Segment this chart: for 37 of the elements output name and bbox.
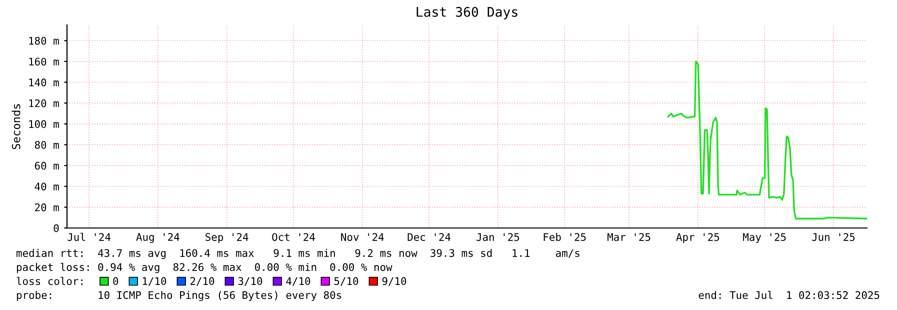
x-tick-label: Dec '24 bbox=[408, 233, 450, 241]
x-tick-label: Apr '25 bbox=[676, 233, 720, 243]
text: packet loss: 0.94 % avg 82.26 % max 0.00 % min 0.00 % now bbox=[16, 262, 392, 274]
y-tick-label: 120 m bbox=[29, 99, 59, 108]
x-tick-label: Feb '25 bbox=[544, 232, 586, 241]
legend-title: loss color: bbox=[16, 276, 82, 286]
legend-label: 2/10 bbox=[190, 277, 214, 286]
legend-label: 3/10 bbox=[238, 277, 262, 286]
x-tick-label: Oct '24 bbox=[272, 233, 315, 241]
y-tick-label: 60 m bbox=[34, 162, 59, 170]
line-series bbox=[667, 60, 867, 220]
x-tick-label: Jan '25 bbox=[476, 233, 520, 241]
legend-label: 4/10 bbox=[286, 277, 310, 286]
y-tick-label: 160 m bbox=[29, 58, 59, 66]
legend-label: 5/10 bbox=[334, 277, 358, 286]
text: probe: 10 ICMP Echo Pings (56 Bytes) every 80s bbox=[16, 290, 342, 302]
text: end: Tue Jul 1 02:03:52 2025 bbox=[698, 290, 880, 300]
x-tick-label: May '25 bbox=[743, 233, 786, 243]
x-tick-label: Aug '24 bbox=[136, 233, 180, 243]
x-tick-label: Jun '25 bbox=[812, 233, 855, 241]
x-tick-label: Jul '24 bbox=[68, 232, 110, 241]
chart-title: Last 360 Days bbox=[416, 6, 518, 20]
legend-label: 9/10 bbox=[382, 277, 406, 286]
legend-label: 1/10 bbox=[142, 277, 166, 286]
text: median rtt: 43.7 ms avg 160.4 ms max 9.1 ms min 9.2 ms now 39.3 ms sd 1.1 am/s bbox=[16, 248, 580, 260]
x-tick-label: Mar '25 bbox=[608, 233, 650, 241]
y-tick-label: 180 m bbox=[29, 36, 59, 45]
y-tick-label: 20 m bbox=[35, 203, 59, 212]
y-tick-label: 40 m bbox=[34, 182, 59, 190]
y-tick-label: 140 m bbox=[29, 78, 59, 86]
y-tick-label: 0 bbox=[54, 224, 59, 232]
x-tick-label: Sep '24 bbox=[206, 233, 248, 243]
x-tick-label: Nov '24 bbox=[341, 233, 384, 241]
y-axis-title: Seconds bbox=[12, 104, 20, 150]
y-tick-label: 80 m bbox=[34, 140, 59, 149]
legend-label: 0 bbox=[113, 277, 118, 286]
y-tick-label: 100 m bbox=[29, 120, 59, 128]
